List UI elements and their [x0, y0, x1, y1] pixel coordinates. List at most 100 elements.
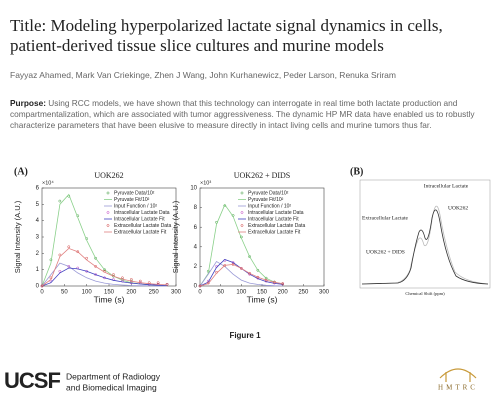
data-point	[156, 281, 160, 285]
data-point	[67, 245, 71, 249]
y-tick-label: 4	[36, 218, 40, 224]
purpose: Purpose: Using RCC models, we have shown…	[10, 98, 490, 131]
y-tick-label: 5	[36, 202, 40, 208]
data-point	[248, 271, 251, 275]
y-axis-label: Signal Intensity (A.U.)	[13, 200, 22, 273]
legend-swatch	[106, 224, 110, 227]
y-tick-label: 3	[36, 235, 40, 241]
spectrum-label: Extracellular Lactate	[362, 215, 409, 221]
x-tick-label: 0	[40, 290, 44, 296]
figure-caption: Figure 1	[229, 331, 261, 340]
y-axis-label: Signal Intensity (A.U.)	[171, 200, 180, 273]
legend-label: Extracellular Lactate Data	[114, 223, 171, 229]
spectrum-dids	[361, 209, 489, 285]
logo: UCSF	[4, 368, 60, 393]
data-point	[239, 267, 243, 270]
chart-title: UOK262 + DIDS	[234, 171, 291, 180]
fit-line	[41, 267, 168, 287]
legend-label: Extracellular Lactate Fit	[248, 229, 301, 235]
x-tick-label: 300	[171, 290, 182, 296]
y-exponent: ×10⁴	[42, 179, 54, 186]
spectrum-label: UOK262 + DIDS	[366, 249, 405, 255]
legend-label: Input Function / 10²	[248, 203, 291, 209]
fit-line	[199, 203, 283, 287]
dept-line: and Biomedical Imaging	[66, 382, 157, 392]
legend-label: Pyruvate Data/10²	[248, 190, 289, 196]
y-tick-label: 1	[36, 267, 40, 273]
y-exponent: ×10³	[200, 180, 211, 186]
panel-label: (B)	[350, 166, 363, 177]
data-point	[67, 265, 71, 268]
legend-label: Intracellular Lactate Fit	[248, 216, 299, 222]
y-tick-label: 10	[190, 186, 197, 192]
y-tick-label: 6	[36, 186, 40, 192]
x-tick-label: 50	[217, 290, 224, 296]
dept-line: Department of Radiology	[66, 371, 161, 381]
y-tick-label: 0	[36, 284, 40, 290]
x-tick-label: 250	[298, 290, 309, 296]
data-point	[256, 268, 260, 272]
legend-label: Intracellular Lactate Fit	[114, 216, 165, 222]
chart-title: UOK262	[94, 171, 123, 180]
partner-logo: HMTRC	[438, 384, 478, 392]
spectrum: Intracellular Lactate UOK262 Extracellul…	[359, 179, 491, 296]
spectrum-label: Intracellular Lactate	[424, 183, 469, 189]
y-tick-label: 6	[194, 225, 198, 231]
legend-label: Pyruvate Fit/10²	[114, 197, 150, 203]
poster-title: Title: Modeling hyperpolarized lactate s…	[10, 16, 443, 55]
authors: Fayyaz Ahamed, Mark Van Criekinge, Zhen …	[10, 70, 396, 80]
data-point	[58, 253, 62, 257]
legend-label: Pyruvate Fit/10²	[248, 197, 284, 203]
legend-swatch	[240, 191, 244, 195]
x-tick-label: 200	[278, 290, 289, 296]
y-tick-label: 2	[36, 251, 40, 257]
legend-label: Input Function / 10²	[114, 203, 157, 209]
spectrum-label: UOK262	[448, 205, 468, 211]
data-point	[58, 269, 62, 273]
x-tick-label: 200	[126, 290, 137, 296]
x-tick-label: 300	[319, 290, 330, 296]
purpose-text: Using RCC models, we have shown that thi…	[10, 98, 475, 130]
x-tick-label: 250	[149, 290, 160, 296]
fit-line	[199, 260, 283, 287]
bridge-icon	[439, 368, 477, 382]
spectrum-frame	[359, 179, 491, 289]
panel-label: (A)	[14, 166, 28, 177]
legend-label: Extracellular Lactate Fit	[114, 229, 167, 235]
fit-line	[199, 263, 283, 287]
x-tick-label: 100	[82, 290, 93, 296]
fit-line	[41, 262, 168, 287]
x-axis-label: Time (s)	[94, 294, 125, 304]
data-point	[138, 279, 142, 283]
y-tick-label: 0	[194, 284, 198, 290]
fit-line	[41, 247, 168, 287]
spectrum-x-label: Chemical Shift (ppm)	[405, 291, 445, 296]
data-point	[58, 199, 62, 203]
x-axis-label: Time (s)	[247, 294, 278, 304]
data-point	[129, 278, 133, 281]
y-tick-label: 8	[194, 205, 198, 211]
purpose-label: Purpose:	[10, 98, 46, 108]
data-point	[103, 268, 106, 272]
y-tick-label: 2	[194, 264, 198, 270]
legend-label: Extracellular Lactate Data	[248, 223, 305, 229]
x-tick-label: 150	[257, 290, 268, 296]
legend-swatch	[240, 224, 244, 227]
legend-swatch	[240, 211, 244, 214]
y-tick-label: 4	[194, 244, 198, 250]
legend-swatch	[106, 191, 110, 195]
legend-label: Intracellular Lactate Data	[114, 210, 170, 216]
data-point	[206, 281, 210, 285]
legend-label: Pyruvate Data/10²	[114, 190, 155, 196]
x-tick-label: 150	[104, 290, 115, 296]
data-point	[165, 283, 169, 286]
x-tick-label: 100	[236, 290, 247, 296]
data-point	[94, 265, 97, 268]
data-point	[248, 255, 251, 258]
x-tick-label: 0	[198, 290, 202, 296]
legend-swatch	[106, 211, 110, 214]
data-point	[112, 273, 115, 276]
data-point	[40, 284, 44, 288]
